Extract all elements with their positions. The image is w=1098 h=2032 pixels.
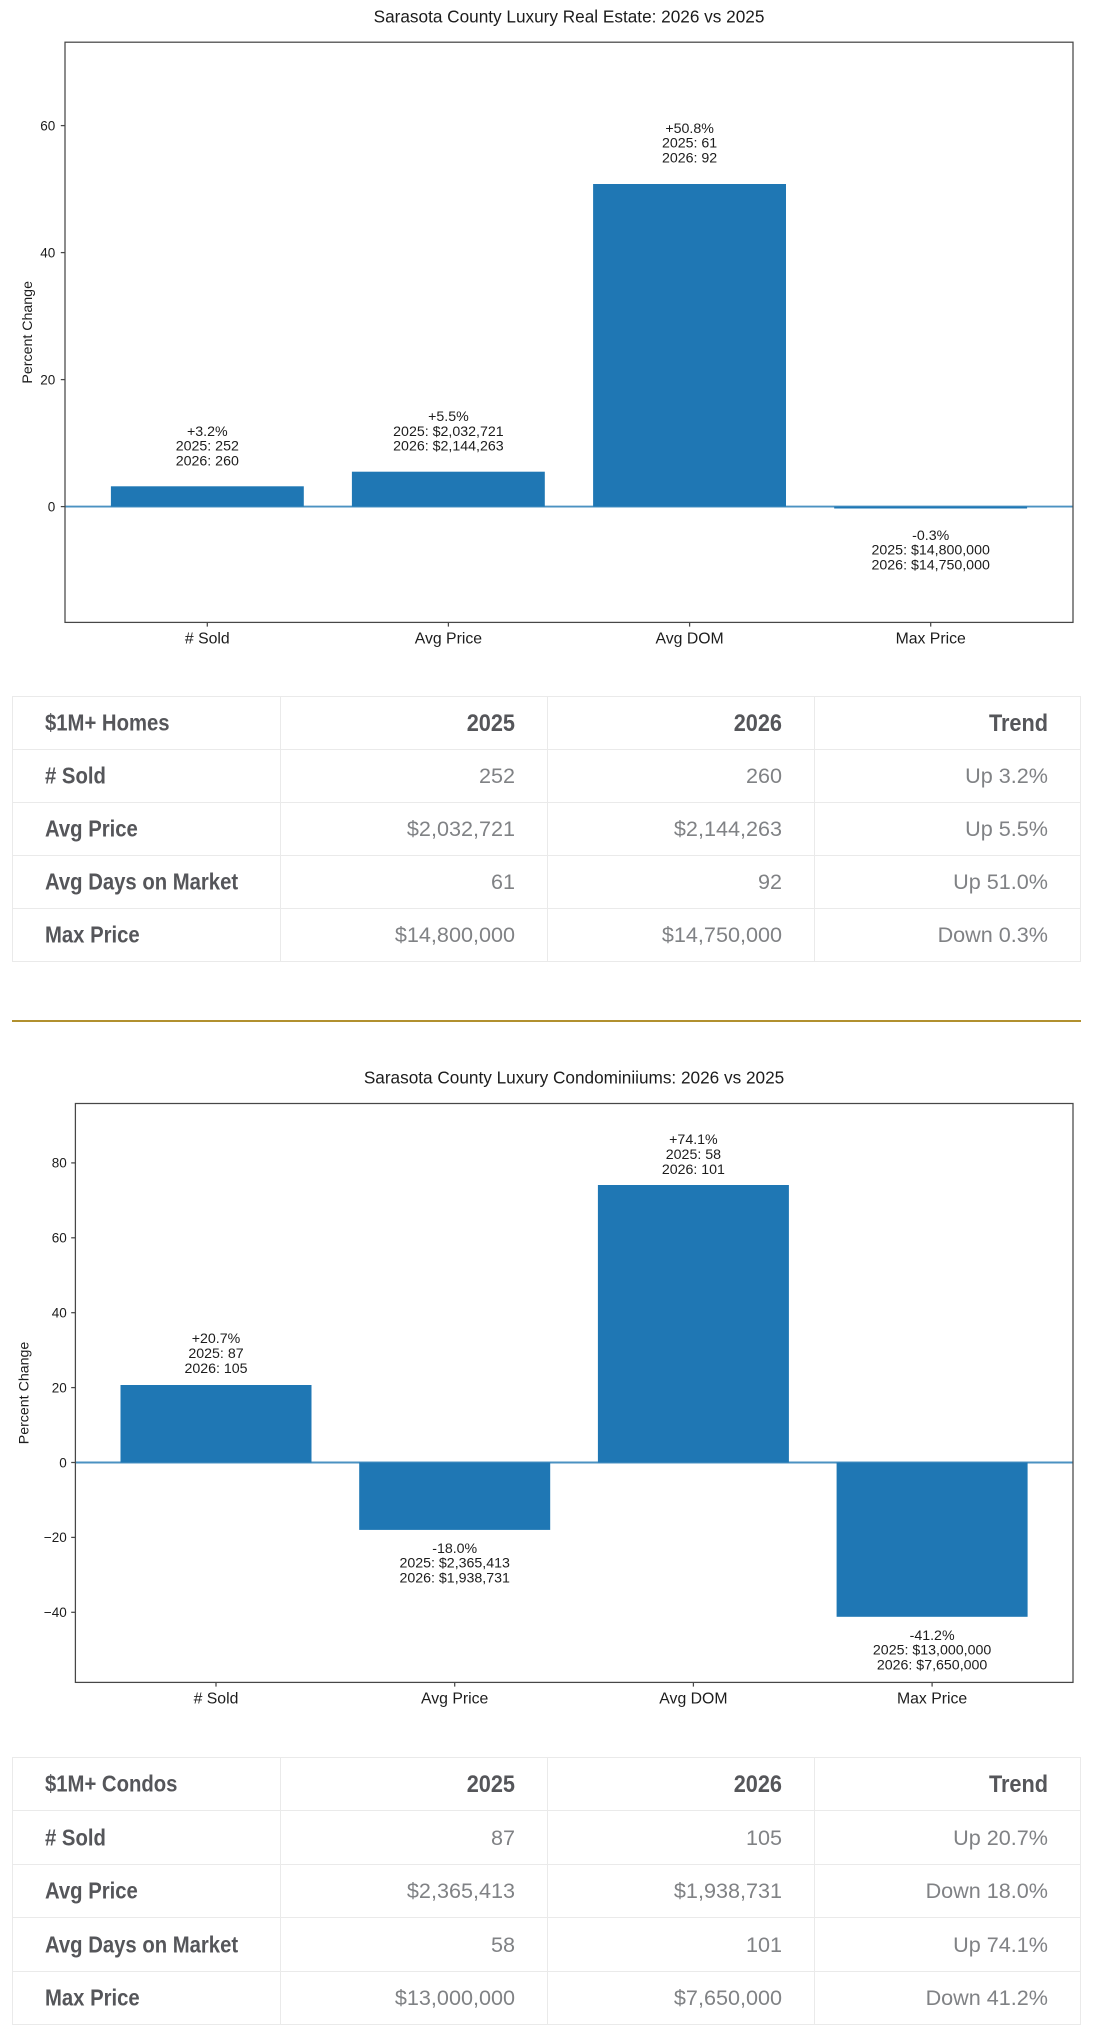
- svg-text:-41.2%: -41.2%: [910, 1628, 955, 1644]
- svg-text:+5.5%: +5.5%: [428, 409, 469, 425]
- svg-text:+3.2%: +3.2%: [187, 424, 228, 440]
- svg-text:80: 80: [52, 1156, 67, 1171]
- svg-text:-0.3%: -0.3%: [912, 528, 949, 544]
- svg-text:Max Price: Max Price: [897, 1691, 967, 1708]
- svg-text:Avg Price: Avg Price: [415, 631, 483, 648]
- svg-text:0: 0: [59, 1455, 67, 1470]
- svg-text:Percent Change: Percent Change: [20, 281, 36, 384]
- svg-text:2026: 92: 2026: 92: [662, 150, 717, 166]
- svg-text:# Sold: # Sold: [194, 1691, 239, 1708]
- svg-text:2025: $2,032,721: 2025: $2,032,721: [393, 424, 504, 440]
- svg-text:+50.8%: +50.8%: [665, 121, 714, 137]
- svg-text:2026: $2,144,263: 2026: $2,144,263: [393, 439, 504, 455]
- svg-text:2026: $1,938,731: 2026: $1,938,731: [399, 1571, 510, 1587]
- svg-text:Avg DOM: Avg DOM: [659, 1691, 727, 1708]
- svg-text:0: 0: [48, 499, 56, 514]
- svg-text:20: 20: [40, 372, 55, 387]
- svg-text:2026: $7,650,000: 2026: $7,650,000: [877, 1657, 988, 1673]
- svg-text:−40: −40: [44, 1605, 67, 1620]
- svg-text:60: 60: [52, 1231, 67, 1246]
- svg-text:2025: $2,365,413: 2025: $2,365,413: [399, 1556, 510, 1572]
- svg-text:# Sold: # Sold: [185, 631, 230, 648]
- svg-text:+74.1%: +74.1%: [669, 1132, 718, 1148]
- svg-text:2025: 87: 2025: 87: [188, 1346, 243, 1362]
- svg-text:-18.0%: -18.0%: [432, 1541, 477, 1557]
- svg-text:Avg Price: Avg Price: [421, 1691, 489, 1708]
- svg-text:2025: 61: 2025: 61: [662, 136, 717, 152]
- svg-text:2026: 105: 2026: 105: [184, 1361, 247, 1377]
- svg-text:2025: $13,000,000: 2025: $13,000,000: [873, 1643, 991, 1659]
- svg-text:Sarasota County Luxury Condomi: Sarasota County Luxury Condominiiums: 20…: [364, 1067, 784, 1087]
- svg-text:Avg DOM: Avg DOM: [656, 631, 724, 648]
- svg-text:−20: −20: [44, 1530, 67, 1545]
- svg-text:2026: $14,750,000: 2026: $14,750,000: [872, 557, 990, 573]
- svg-text:2025: $14,800,000: 2025: $14,800,000: [872, 543, 990, 559]
- svg-text:Percent Change: Percent Change: [16, 1342, 32, 1445]
- svg-text:40: 40: [52, 1306, 67, 1321]
- svg-text:2026: 101: 2026: 101: [662, 1162, 725, 1178]
- svg-text:Sarasota County Luxury Real Es: Sarasota County Luxury Real Estate: 2026…: [374, 7, 765, 27]
- svg-text:+20.7%: +20.7%: [192, 1331, 241, 1347]
- svg-text:60: 60: [40, 118, 55, 133]
- svg-text:Max Price: Max Price: [896, 631, 966, 648]
- svg-text:20: 20: [52, 1380, 67, 1395]
- svg-text:2025: 252: 2025: 252: [176, 439, 239, 455]
- svg-text:2026: 260: 2026: 260: [176, 453, 239, 469]
- svg-text:2025: 58: 2025: 58: [666, 1147, 721, 1163]
- svg-text:40: 40: [40, 245, 55, 260]
